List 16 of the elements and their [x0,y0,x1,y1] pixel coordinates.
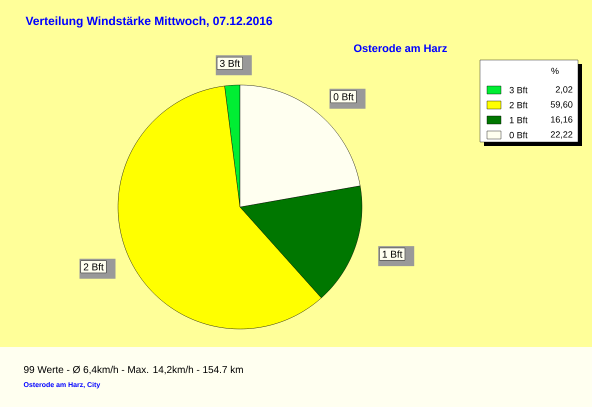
slice-label: 3 Bft [220,60,240,67]
slice-label: 2 Bft [84,263,104,270]
legend-label: 1 Bft [510,116,528,124]
data-label: 59,60 [550,101,572,109]
legend-title: % [551,68,559,74]
chart-subtitle: Osterode am Harz [354,44,447,52]
text: 99 Werte - Ø 6,4km/h - Max. 14,2km/h - 154.7 km [24,366,243,374]
legend-label: 3 Bft [510,86,528,94]
chart-title: Verteilung Windstärke Mittwoch, 07.12.2016 [26,16,272,28]
legend-label: 2 Bft [510,102,528,108]
data-label: 2,02 [556,86,572,94]
slice-label: 0 Bft [334,93,354,100]
data-label: 16,16 [551,116,572,124]
slice-label: 1 Bft [382,250,402,258]
data-label: 22,22 [550,131,572,139]
legend-label: 0 Bft [510,132,528,138]
